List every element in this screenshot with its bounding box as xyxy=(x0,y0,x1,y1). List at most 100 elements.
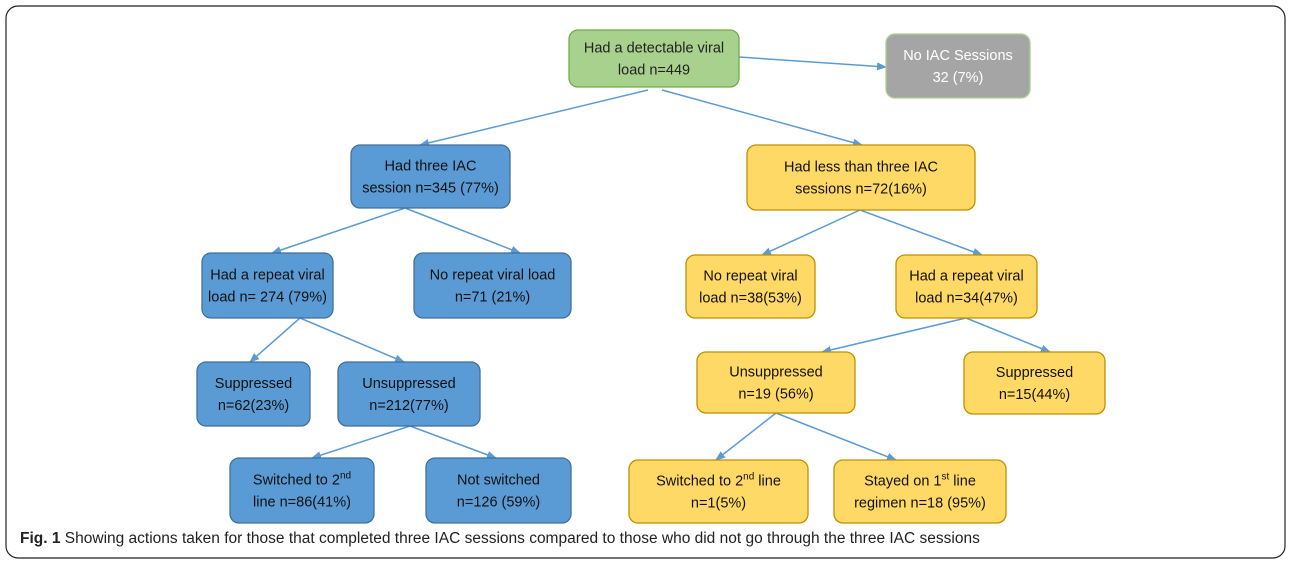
node: Suppressed n=15(44%) xyxy=(963,351,1106,415)
node-label: line n=86(41%) xyxy=(253,495,351,511)
text-run: line n=86(41%) xyxy=(253,495,351,511)
superscript: nd xyxy=(340,471,351,482)
arrow xyxy=(271,207,406,254)
node-label: Had a detectable viral xyxy=(584,41,724,57)
node-label: regimen n=18 (95%) xyxy=(854,496,986,512)
text-run: line xyxy=(949,474,976,490)
text-run: load n=34(47%) xyxy=(915,291,1018,307)
arrow xyxy=(965,317,1051,353)
node: Unsuppressed n=212(77%) xyxy=(337,361,481,427)
text-run: Switched to 2 xyxy=(253,473,340,489)
node-label: Had less than three IAC xyxy=(784,160,938,176)
node-label: load n=449 xyxy=(618,63,690,79)
node: Switched to 2nd line n=1(5%) xyxy=(628,459,809,524)
text-run: session n=345 (77%) xyxy=(362,181,499,197)
node: No IAC Sessions 32 (7%) xyxy=(885,33,1031,99)
node-label: Had a repeat viral xyxy=(210,268,324,284)
node-label: n=1(5%) xyxy=(691,496,746,512)
arrow xyxy=(299,317,405,363)
text-run: Suppressed xyxy=(215,376,292,392)
node-label: load n= 274 (79%) xyxy=(208,290,327,306)
text-run: n=19 (56%) xyxy=(738,387,813,403)
text-run: line xyxy=(754,474,781,490)
text-run: Unsuppressed xyxy=(729,365,823,381)
node-box xyxy=(413,252,572,319)
node-box xyxy=(337,361,481,427)
text-run: n=212(77%) xyxy=(369,398,448,414)
text-run: load n= 274 (79%) xyxy=(208,290,327,306)
node-box xyxy=(425,457,572,524)
node-box xyxy=(746,144,976,211)
node-label: No repeat viral xyxy=(703,269,797,285)
text-run: n=62(23%) xyxy=(218,398,289,414)
node-label: n=62(23%) xyxy=(218,398,289,414)
node: Suppressed n=62(23%) xyxy=(196,361,311,427)
arrow xyxy=(249,317,301,363)
text-run: sessions n=72(16%) xyxy=(795,182,927,198)
caption-label: Fig. 1 xyxy=(20,530,61,547)
node-box xyxy=(833,459,1007,524)
text-run: n=15(44%) xyxy=(999,387,1070,403)
node: No repeat viral load n=71 (21%) xyxy=(413,252,572,319)
node-box xyxy=(201,252,334,319)
node: Stayed on 1st line regimen n=18 (95%) xyxy=(833,459,1007,524)
text-run: regimen n=18 (95%) xyxy=(854,496,986,512)
arrow xyxy=(761,209,861,256)
text-run: n=126 (59%) xyxy=(457,495,540,511)
text-run: Had less than three IAC xyxy=(784,160,938,176)
node-box xyxy=(696,351,856,414)
node-label: n=19 (56%) xyxy=(738,387,813,403)
frame xyxy=(5,5,1286,559)
text-run: Suppressed xyxy=(996,365,1073,381)
text-run: Switched to 2 xyxy=(656,474,743,490)
node-label: Not switched xyxy=(457,473,540,489)
node-label: No repeat viral load xyxy=(430,268,556,284)
node-label: Switched to 2nd xyxy=(253,471,351,489)
node-label: Suppressed xyxy=(215,376,292,392)
text-run: Had three IAC xyxy=(385,159,477,175)
node-label: 32 (7%) xyxy=(933,70,984,86)
node-label: n=71 (21%) xyxy=(455,290,530,306)
node: Not switched n=126 (59%) xyxy=(425,457,572,524)
arrow xyxy=(419,89,649,147)
node: Had three IAC session n=345 (77%) xyxy=(350,144,511,209)
node-label: n=15(44%) xyxy=(999,387,1070,403)
text-run: Unsuppressed xyxy=(362,376,456,392)
text-run: n=71 (21%) xyxy=(455,290,530,306)
node: Unsuppressed n=19 (56%) xyxy=(696,351,856,414)
node-box xyxy=(885,33,1031,99)
node-box xyxy=(196,361,311,427)
text-run: Had a repeat viral xyxy=(210,268,324,284)
node-label: sessions n=72(16%) xyxy=(795,182,927,198)
text-run: Had a detectable viral xyxy=(584,41,724,57)
arrow xyxy=(404,207,521,254)
node-label: Unsuppressed xyxy=(729,365,823,381)
node: Had less than three IAC sessions n=72(16%… xyxy=(746,144,976,211)
node: Had a repeat viral load n= 274 (79%) xyxy=(201,252,334,319)
text-run: 32 (7%) xyxy=(933,70,984,86)
arrow xyxy=(738,56,887,71)
node-label: Suppressed xyxy=(996,365,1073,381)
node-label: n=212(77%) xyxy=(369,398,448,414)
node-box xyxy=(229,457,375,524)
node-label: load n=38(53%) xyxy=(699,291,802,307)
arrow xyxy=(821,317,967,354)
node: Switched to 2nd line n=86(41%) xyxy=(229,457,375,524)
node-label: Stayed on 1st line xyxy=(864,472,976,490)
text-run: No repeat viral load xyxy=(430,268,556,284)
arrow xyxy=(311,425,411,460)
node-label: No IAC Sessions xyxy=(903,48,1013,64)
node-label: Unsuppressed xyxy=(362,376,456,392)
node-box xyxy=(963,351,1106,415)
node-box xyxy=(350,144,511,209)
text-run: n=1(5%) xyxy=(691,496,746,512)
node-label: Had a repeat viral xyxy=(909,269,1023,285)
arrow xyxy=(715,412,777,461)
node: No repeat viral load n=38(53%) xyxy=(685,254,816,319)
node-box xyxy=(685,254,816,319)
node-box xyxy=(895,254,1038,319)
caption-text: Showing actions taken for those that com… xyxy=(64,530,980,547)
node: Had a repeat viral load n=34(47%) xyxy=(895,254,1038,319)
node-label: session n=345 (77%) xyxy=(362,181,499,197)
